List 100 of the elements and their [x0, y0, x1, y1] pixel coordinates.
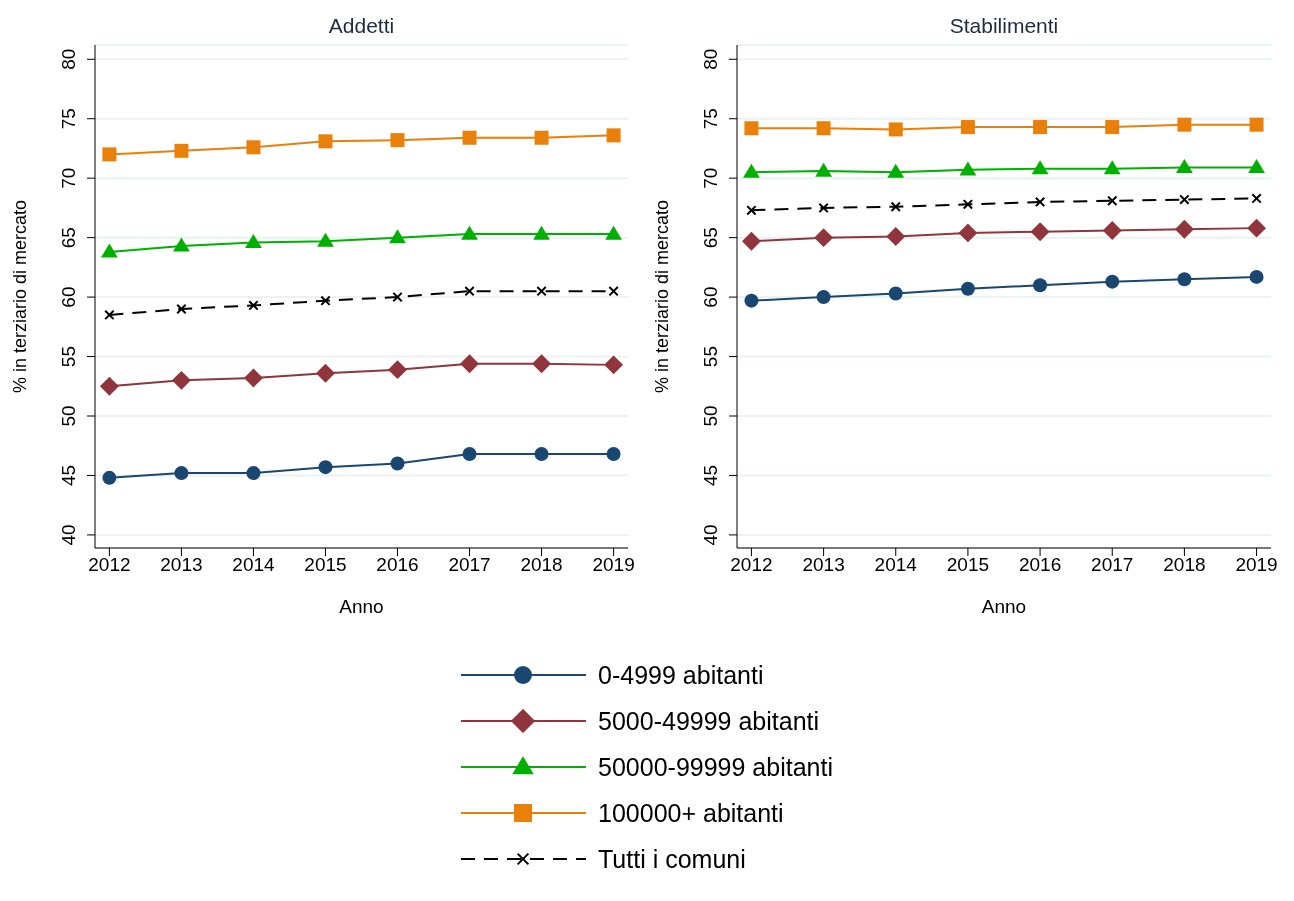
- point: [608, 285, 619, 297]
- x-tick-label: 2014: [874, 554, 918, 576]
- point: [532, 354, 552, 374]
- point: [102, 470, 117, 485]
- x-tick-label: 2018: [520, 554, 563, 576]
- point: [1177, 272, 1192, 287]
- y-tick-label: 40: [700, 524, 721, 546]
- point: [244, 368, 263, 388]
- x-tick-label: 2019: [1235, 554, 1278, 576]
- point: [605, 225, 622, 240]
- point: [390, 133, 405, 148]
- y-tick-label: 50: [58, 405, 79, 427]
- x-tick-label: 2014: [232, 554, 276, 576]
- chart-title: Addetti: [327, 14, 396, 38]
- x-tick-label: 2017: [448, 554, 491, 576]
- point: [888, 122, 903, 137]
- point: [743, 163, 760, 178]
- point: [246, 140, 261, 155]
- point: [1033, 278, 1048, 293]
- y-tick-label: 65: [700, 227, 721, 249]
- x-axis-title: Anno: [981, 596, 1027, 617]
- point: [887, 163, 905, 178]
- x-tick-label: 2019: [592, 554, 635, 576]
- point: [1102, 221, 1122, 240]
- point: [320, 295, 331, 306]
- point: [176, 303, 187, 315]
- chart-title: Stabilimenti: [948, 14, 1060, 38]
- point: [606, 447, 621, 462]
- legend-label: 0-4999 abitanti: [598, 660, 764, 690]
- x-axis-title: Anno: [339, 596, 384, 617]
- y-tick-label: 75: [58, 108, 79, 130]
- point: [890, 201, 901, 212]
- y-tick-label: 65: [58, 227, 79, 249]
- point: [245, 233, 262, 248]
- point: [1176, 159, 1193, 174]
- point: [318, 460, 333, 475]
- x-tick-label: 2018: [1163, 554, 1206, 576]
- point: [958, 223, 978, 243]
- point: [1249, 117, 1264, 132]
- legend-label: 100000+ abitanti: [598, 798, 784, 828]
- point: [102, 147, 117, 162]
- x-tick-label: 2016: [1018, 554, 1062, 576]
- point: [959, 161, 977, 176]
- x-tick-label: 2013: [802, 554, 845, 576]
- x-tick-label: 2012: [88, 554, 131, 576]
- point: [174, 143, 189, 158]
- point: [1030, 222, 1050, 242]
- point: [536, 285, 547, 297]
- x-tick-label: 2015: [304, 554, 347, 576]
- point: [464, 285, 475, 297]
- x-tick-label: 2017: [1091, 554, 1134, 576]
- point: [606, 128, 621, 143]
- point: [390, 456, 405, 471]
- y-axis-title: % in terziario di mercato: [10, 199, 31, 394]
- x-tick-label: 2012: [730, 554, 773, 576]
- point: [389, 229, 406, 244]
- point: [461, 225, 478, 240]
- point: [1174, 219, 1194, 239]
- y-tick-label: 80: [700, 48, 721, 70]
- point: [318, 134, 333, 149]
- point: [818, 202, 829, 214]
- point: [815, 162, 832, 177]
- point: [1105, 120, 1120, 135]
- point: [1251, 193, 1262, 204]
- point: [174, 466, 189, 481]
- point: [317, 232, 334, 247]
- point: [960, 281, 975, 296]
- y-tick-label: 50: [700, 405, 721, 427]
- x-tick-label: 2013: [160, 554, 203, 576]
- y-tick-label: 55: [700, 345, 721, 368]
- point: [816, 121, 831, 136]
- y-tick-label: 75: [700, 108, 721, 130]
- point: [460, 354, 479, 374]
- y-tick-label: 80: [58, 48, 79, 70]
- y-tick-label: 45: [58, 464, 79, 487]
- y-tick-label: 70: [700, 167, 721, 189]
- point: [173, 237, 190, 252]
- y-tick-label: 55: [58, 345, 79, 368]
- point: [99, 376, 119, 396]
- point: [816, 290, 831, 305]
- point: [962, 199, 974, 210]
- point: [960, 120, 975, 135]
- y-tick-label: 60: [700, 286, 721, 308]
- point: [1248, 159, 1265, 174]
- legend-label: 50000-99999 abitanti: [598, 752, 833, 782]
- legend-label: Tutti i comuni: [598, 844, 746, 874]
- point: [1034, 196, 1046, 208]
- y-axis-title: % in terziario di mercato: [652, 199, 673, 394]
- x-tick-label: 2016: [376, 554, 419, 576]
- point: [316, 363, 335, 383]
- point: [462, 130, 477, 145]
- point: [462, 447, 477, 462]
- point: [534, 447, 549, 462]
- point: [1107, 195, 1118, 206]
- point: [1247, 218, 1267, 238]
- point: [1179, 194, 1190, 205]
- point: [1105, 274, 1120, 289]
- point: [248, 300, 259, 311]
- point: [388, 360, 407, 380]
- point: [534, 130, 549, 145]
